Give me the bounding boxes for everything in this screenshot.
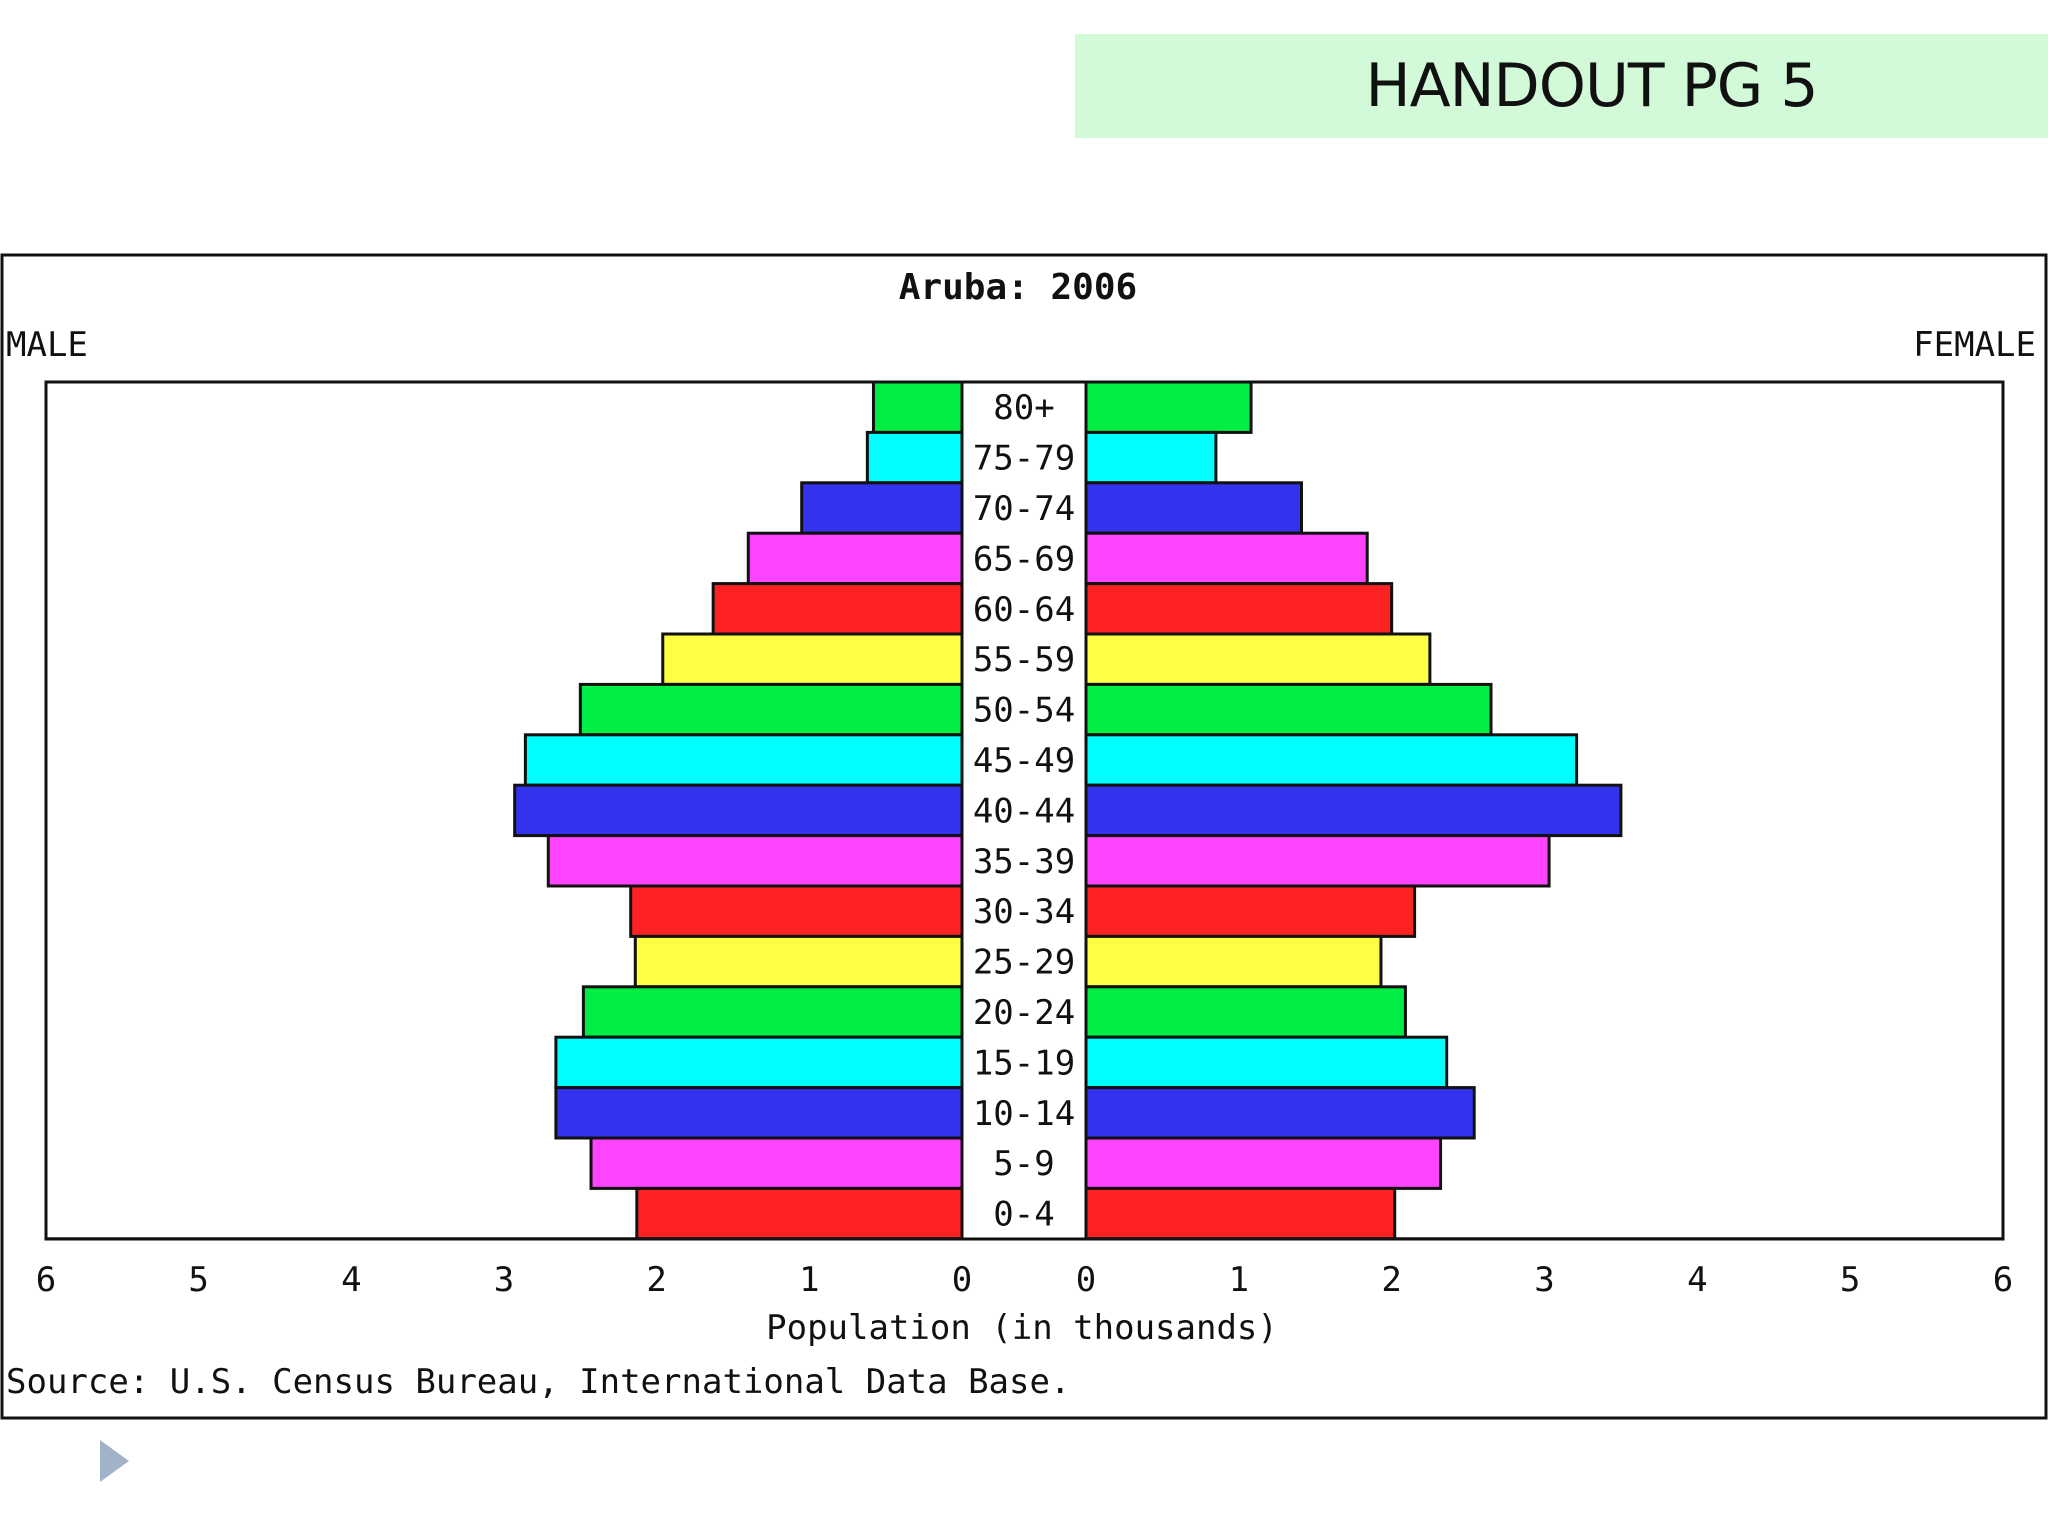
age-label: 0-4 [993, 1195, 1054, 1235]
plot-area-frame [44, 380, 2005, 1241]
handout-banner: HANDOUT PG 5 [1075, 34, 2048, 138]
age-label: 40-44 [973, 791, 1075, 831]
age-label: 80+ [993, 388, 1054, 428]
bar-female-70-74 [1084, 481, 1303, 535]
age-label: 15-19 [973, 1043, 1075, 1083]
bar-female-5-9 [1084, 1136, 1443, 1190]
x-tick-label: 0 [1076, 1260, 1096, 1300]
age-label: 50-54 [973, 691, 1075, 731]
chart-outer-frame [0, 253, 2048, 1420]
age-label: 30-34 [973, 892, 1075, 932]
x-axis-label: Population (in thousands) [766, 1308, 1278, 1348]
tick-labels-layer: 6 5 4 3 2 1 0 0 1 2 3 4 5 6 [36, 1260, 2013, 1300]
male-label: MALE [6, 325, 88, 365]
x-tick-label: 4 [1687, 1260, 1707, 1300]
age-label: 70-74 [973, 489, 1075, 529]
age-label: 20-24 [973, 993, 1075, 1033]
bar-male-50-54 [578, 682, 964, 737]
bar-male-15-19 [554, 1035, 964, 1090]
age-label: 45-49 [973, 741, 1075, 781]
x-tick-label: 4 [341, 1260, 361, 1300]
bar-female-15-19 [1084, 1035, 1449, 1090]
bar-male-70-74 [800, 481, 964, 535]
bar-female-10-14 [1084, 1086, 1476, 1140]
bar-male-30-34 [629, 884, 964, 938]
bar-female-55-59 [1084, 632, 1432, 686]
bar-female-20-24 [1084, 985, 1407, 1039]
bar-male-35-39 [546, 834, 964, 888]
bar-male-55-59 [661, 632, 964, 686]
x-tick-label: 6 [36, 1260, 56, 1300]
bar-male-10-14 [554, 1086, 964, 1140]
bar-male-75-79 [865, 430, 964, 485]
bar-female-65-69 [1084, 531, 1369, 586]
x-tick-label: 3 [1534, 1260, 1554, 1300]
population-pyramid-chart: Aruba: 2006 MALE FEMALE 80+ 75-79 70-74 65-… [0, 253, 2048, 1420]
bar-female-80+ [1084, 380, 1253, 434]
bar-female-45-49 [1084, 733, 1579, 787]
bar-male-65-69 [746, 531, 964, 586]
x-tick-label: 0 [952, 1260, 972, 1300]
bar-male-45-49 [523, 733, 964, 787]
bars-layer [46, 380, 2003, 1241]
bar-female-30-34 [1084, 884, 1417, 938]
x-tick-label: 2 [1381, 1260, 1401, 1300]
bar-female-25-29 [1084, 934, 1383, 989]
bar-male-60-64 [711, 582, 964, 636]
handout-title: HANDOUT PG 5 [1365, 51, 1818, 121]
age-label: 55-59 [973, 640, 1075, 680]
bar-female-40-44 [1084, 783, 1623, 838]
age-label: 25-29 [973, 943, 1075, 983]
play-triangle-icon [100, 1440, 129, 1482]
age-label: 60-64 [973, 590, 1075, 630]
x-tick-label: 5 [1840, 1260, 1860, 1300]
chart-svg: Aruba: 2006 MALE FEMALE 80+75-7970-7465-… [0, 253, 2048, 1420]
age-label: 75-79 [973, 439, 1075, 479]
bar-female-50-54 [1084, 682, 1493, 737]
female-label: FEMALE [1913, 325, 2036, 365]
bar-female-75-79 [1084, 430, 1218, 485]
bar-male-5-9 [589, 1136, 964, 1190]
bar-male-25-29 [633, 934, 964, 989]
bar-male-0-4 [635, 1186, 964, 1241]
x-tick-label: 5 [188, 1260, 208, 1300]
bar-male-20-24 [581, 985, 964, 1039]
x-tick-label: 1 [799, 1260, 819, 1300]
age-label: 5-9 [993, 1144, 1054, 1184]
x-tick-label: 2 [646, 1260, 666, 1300]
x-tick-label: 3 [494, 1260, 514, 1300]
source-note: Source: U.S. Census Bureau, Internationa… [6, 1362, 1070, 1402]
age-label: 35-39 [973, 842, 1075, 882]
bar-male-80+ [871, 380, 964, 434]
bar-female-35-39 [1084, 834, 1551, 888]
age-labels-layer: 80+ 75-79 70-74 65-69 60-64 55-59 50-54 45-49 40… [973, 388, 1075, 1234]
chart-title: Aruba: 2006 [899, 267, 1137, 308]
x-tick-label: 1 [1229, 1260, 1249, 1300]
bar-female-0-4 [1084, 1186, 1397, 1241]
age-label: 65-69 [973, 539, 1075, 579]
x-tick-label: 6 [1993, 1260, 2013, 1300]
bar-male-40-44 [513, 783, 964, 838]
bar-female-60-64 [1084, 582, 1394, 636]
age-label: 10-14 [973, 1094, 1075, 1134]
